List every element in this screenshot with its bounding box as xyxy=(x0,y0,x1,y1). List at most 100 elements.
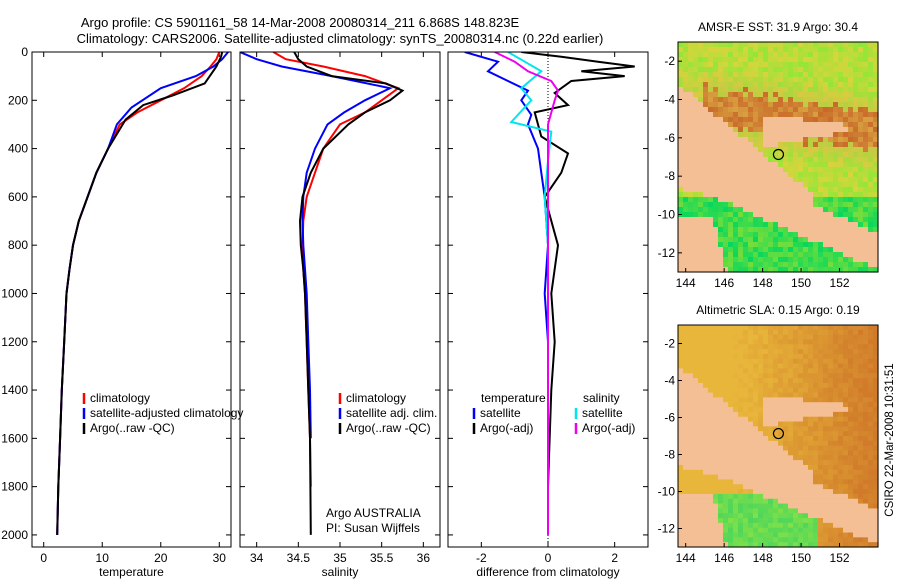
map-cell xyxy=(848,363,854,370)
map-cell xyxy=(728,440,734,447)
map-cell xyxy=(723,440,729,447)
map-cell xyxy=(873,182,879,188)
map-cell xyxy=(733,464,739,471)
map-cell xyxy=(718,527,724,534)
map-cell xyxy=(713,87,719,93)
map-cell xyxy=(738,197,744,203)
map-cell xyxy=(843,387,849,394)
map-cell xyxy=(703,431,709,437)
map-cell xyxy=(838,217,844,223)
map-cell xyxy=(723,112,729,118)
map-cell xyxy=(748,431,754,437)
map-cell xyxy=(808,387,814,394)
map-cell xyxy=(683,474,689,481)
map-cell xyxy=(758,107,764,113)
map-cell xyxy=(863,537,869,543)
map-cell xyxy=(683,527,689,534)
map-cell xyxy=(733,469,739,476)
map-cell xyxy=(713,137,719,143)
map-cell xyxy=(708,257,714,263)
map-cell xyxy=(683,498,689,505)
map-cell xyxy=(733,503,739,509)
map-cell xyxy=(853,363,859,370)
map-cell xyxy=(778,522,784,529)
map-cell xyxy=(803,207,809,213)
map-cell xyxy=(798,493,804,500)
map-cell xyxy=(868,537,874,543)
map-cell xyxy=(698,92,704,98)
map-cell xyxy=(833,402,839,408)
map-cell xyxy=(783,542,789,548)
map-cell xyxy=(803,237,809,243)
map-cell xyxy=(748,227,754,233)
map-cell xyxy=(863,77,869,83)
map-cell xyxy=(758,469,764,476)
map-cell xyxy=(743,122,749,128)
map-cell xyxy=(778,464,784,471)
map-cell xyxy=(773,489,779,495)
map-cell xyxy=(858,257,864,263)
map-cell xyxy=(718,147,724,153)
map-cell xyxy=(828,47,834,53)
map-cell xyxy=(808,262,814,268)
map-cell xyxy=(698,172,704,178)
map-cell xyxy=(813,217,819,223)
map-cell xyxy=(808,82,814,88)
map-cell xyxy=(793,387,799,394)
map-cell xyxy=(683,242,689,248)
map-cell xyxy=(788,358,794,365)
map-cell xyxy=(788,542,794,548)
map-cell xyxy=(678,382,684,389)
map-cell xyxy=(703,421,709,427)
map-cell xyxy=(833,421,839,427)
map-cell xyxy=(678,147,684,153)
map-cell xyxy=(833,416,839,423)
map-cell xyxy=(853,503,859,509)
map-cell xyxy=(698,378,704,384)
map-xtick-label: 150 xyxy=(791,276,811,290)
map-cell xyxy=(713,325,719,331)
map-cell xyxy=(853,518,859,524)
map-cell xyxy=(763,387,769,394)
map-cell xyxy=(748,527,754,534)
map-cell xyxy=(738,97,744,103)
map-cell xyxy=(758,62,764,68)
map-cell xyxy=(823,349,829,355)
map-cell xyxy=(688,252,694,258)
map-cell xyxy=(873,387,879,394)
map-cell xyxy=(738,167,744,173)
map-cell xyxy=(693,257,699,263)
map-cell xyxy=(693,416,699,423)
map-cell xyxy=(728,42,734,48)
map-cell xyxy=(688,329,694,336)
map-cell xyxy=(838,142,844,148)
map-cell xyxy=(763,402,769,408)
map-cell xyxy=(828,373,834,379)
map-cell xyxy=(738,57,744,63)
map-cell xyxy=(688,197,694,203)
map-cell xyxy=(853,368,859,374)
map-cell xyxy=(873,503,879,509)
map-cell xyxy=(848,62,854,68)
map-cell xyxy=(798,82,804,88)
map-cell xyxy=(823,162,829,168)
map-cell xyxy=(718,479,724,485)
map-cell xyxy=(868,52,874,58)
map-cell xyxy=(783,358,789,365)
map-cell xyxy=(718,82,724,88)
map-cell xyxy=(848,177,854,183)
map-cell xyxy=(783,77,789,83)
map-cell xyxy=(698,232,704,238)
map-cell xyxy=(743,450,749,456)
map-cell xyxy=(833,469,839,476)
map-cell xyxy=(733,329,739,336)
map-cell xyxy=(768,508,774,514)
map-cell xyxy=(733,455,739,461)
map-cell xyxy=(793,252,799,258)
map-cell xyxy=(798,262,804,268)
map-cell xyxy=(813,436,819,442)
map-cell xyxy=(723,397,729,403)
map-cell xyxy=(793,222,799,228)
map-cell xyxy=(818,47,824,53)
map-cell xyxy=(783,152,789,158)
